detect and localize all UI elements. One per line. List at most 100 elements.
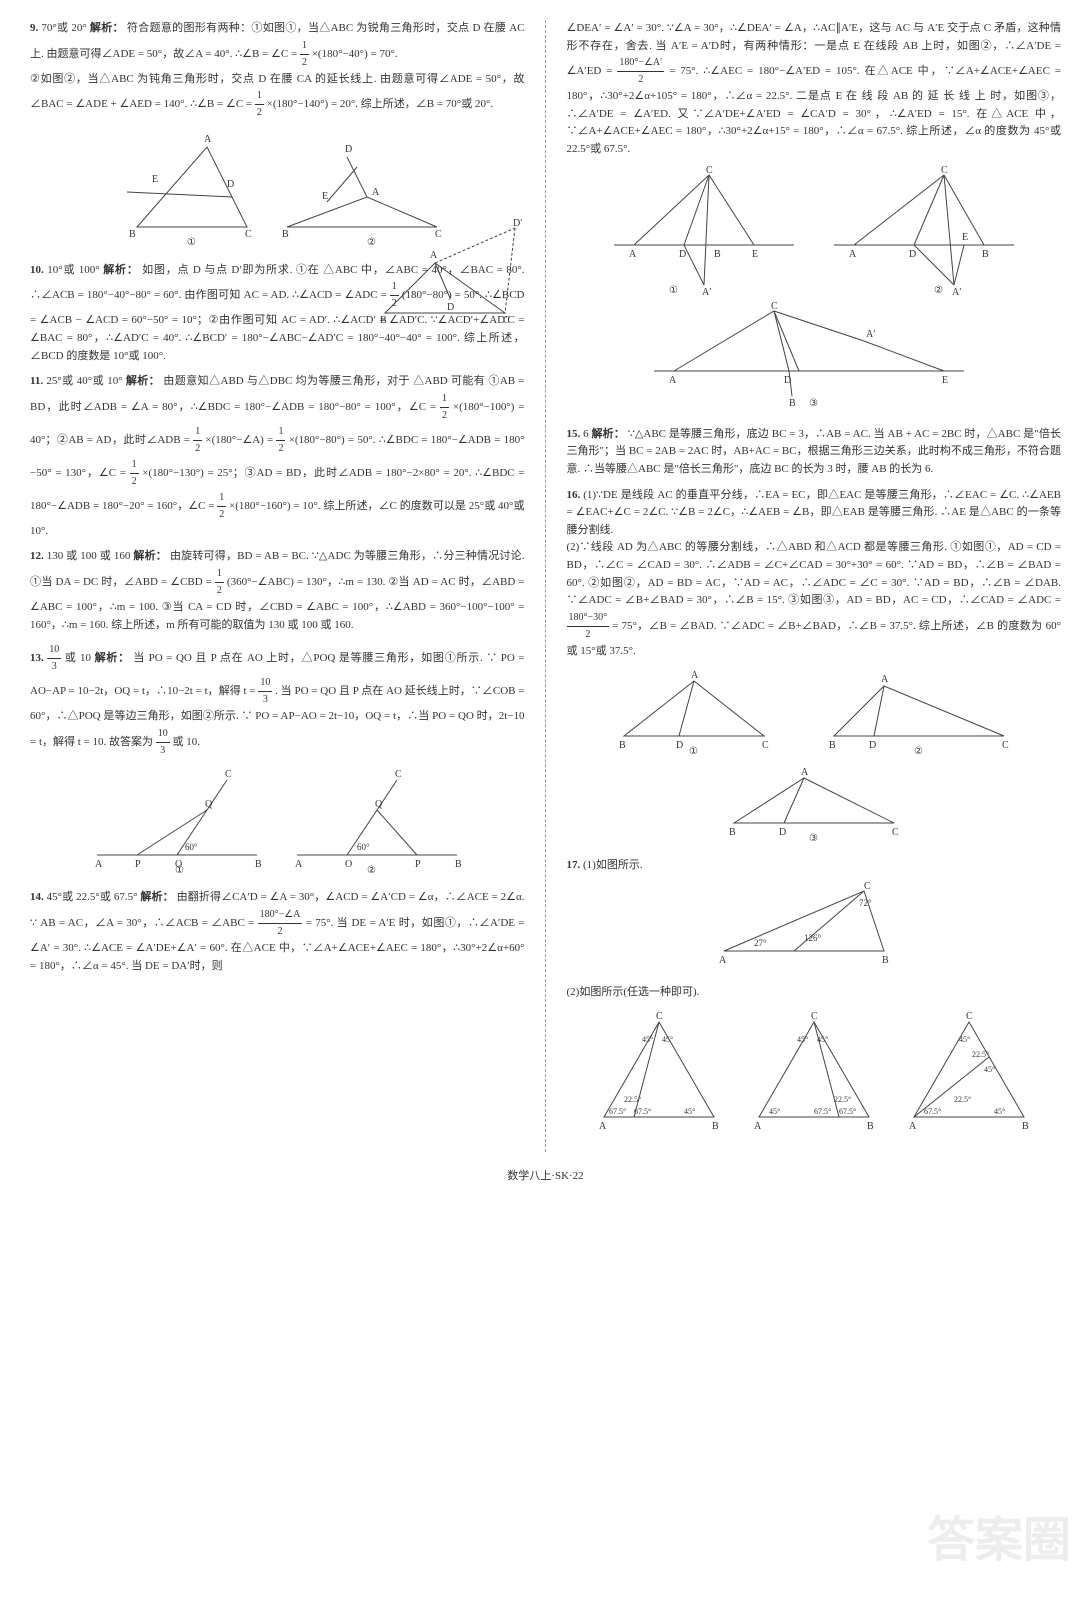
svg-text:A: A	[372, 187, 380, 198]
svg-text:22.5°: 22.5°	[972, 1050, 989, 1059]
svg-text:C: C	[435, 229, 442, 240]
svg-text:E: E	[152, 174, 158, 185]
problem-number: 17.	[567, 859, 581, 871]
svg-text:60°: 60°	[185, 842, 198, 852]
svg-text:A: A	[204, 134, 212, 145]
answer: 25°或 40°或 10°	[46, 375, 125, 387]
svg-text:O: O	[345, 859, 352, 870]
problem-number: 16.	[567, 489, 581, 501]
svg-text:C: C	[245, 229, 252, 240]
svg-text:45°: 45°	[769, 1107, 780, 1116]
figure-16: A B D C ① A B D C ②	[567, 666, 1062, 849]
answer: 70°或 20°	[41, 22, 90, 34]
triangle-diagram-16-1-2: A B D C ① A B D C ②	[604, 666, 1024, 756]
svg-text:②: ②	[367, 237, 376, 247]
problem-number: 9.	[30, 22, 38, 34]
svg-text:A: A	[801, 767, 809, 778]
svg-text:B: B	[255, 859, 262, 870]
problem-11: 11. 25°或 40°或 10° 解析： 由题意知△ABD 与△DBC 均为等…	[30, 373, 525, 540]
triangle-diagram-1: A B C E D ① B C A D E	[97, 127, 457, 247]
svg-text:22.5°: 22.5°	[954, 1095, 971, 1104]
column-divider	[545, 20, 547, 1152]
svg-text:B: B	[712, 1121, 719, 1132]
fraction: 12	[440, 391, 449, 424]
text: (1)如图所示.	[583, 859, 643, 871]
svg-text:A: A	[909, 1121, 917, 1132]
problem-number: 14.	[30, 891, 44, 903]
triangle-diagram-17-2: A B C 45° 45° 67.5° 67.5° 22.5° 45° A	[584, 1007, 1044, 1137]
problem-10: 10. 10°或 100° 解析： 如图，点 D 与点 D′即为所求. ①在 △…	[30, 262, 525, 365]
svg-text:C: C	[811, 1011, 818, 1022]
svg-text:22.5°: 22.5°	[624, 1095, 641, 1104]
svg-text:D: D	[227, 179, 234, 190]
problem-14: 14. 45°或 22.5°或 67.5° 解析： 由翻折得∠CA′D = ∠A…	[30, 889, 525, 975]
svg-text:45°: 45°	[684, 1107, 695, 1116]
figure-17-1: A B C 27° 126° 72°	[567, 881, 1062, 978]
svg-text:A: A	[669, 375, 677, 386]
answer: 或 10	[65, 652, 95, 664]
triangle-diagram-14-1-2: A C D B E A′ ① A	[604, 165, 1024, 295]
problem-number: 11.	[30, 375, 43, 387]
svg-text:A: A	[881, 674, 889, 685]
fraction: 180°−∠A′2	[617, 55, 664, 88]
svg-text:D: D	[676, 740, 683, 751]
answer: 130 或 100 或 160	[47, 550, 134, 562]
fraction: 12	[217, 490, 226, 523]
svg-text:126°: 126°	[804, 933, 822, 943]
problem-12: 12. 130 或 100 或 160 解析： 由旋转可得，BD = AB = …	[30, 548, 525, 634]
text: (2)∵线段 AD 为△ABC 的等腰分割线，∴△ABD 和△ACD 都是等腰三…	[567, 541, 1062, 606]
svg-text:C: C	[966, 1011, 973, 1022]
svg-text:E: E	[962, 232, 968, 243]
text: ∵△ABC 是等腰三角形，底边 BC = 3，∴AB = AC. 当 AB + …	[567, 428, 1062, 475]
svg-text:45°: 45°	[959, 1035, 970, 1044]
answer: 10°或 100°	[47, 264, 103, 276]
page-footer: 数学八上·SK·22	[30, 1168, 1061, 1186]
problem-14-cont: ∠DEA′ = ∠A′ = 30°. ∵∠A = 30°，∴∠DEA′ = ∠A…	[567, 20, 1062, 418]
analysis-label: 解析：	[140, 891, 173, 903]
svg-text:67.5°: 67.5°	[634, 1107, 651, 1116]
problem-number: 13.	[30, 652, 47, 664]
fraction: 103	[47, 642, 61, 675]
problem-13: 13. 103 或 10 解析： 当 PO = QO 且 P 点在 AO 上时，…	[30, 642, 525, 881]
svg-text:B: B	[714, 249, 721, 260]
text: ×(180°−140°) = 20°. 综上所述，∠B = 70°或 20°.	[267, 98, 493, 110]
svg-text:A: A	[629, 249, 637, 260]
svg-text:B: B	[282, 229, 289, 240]
fraction: 103	[258, 675, 272, 708]
problem-16: 16. (1)∵DE 是线段 AC 的垂直平分线，∴EA = EC，即△EAC …	[567, 487, 1062, 850]
svg-text:B: B	[455, 859, 462, 870]
svg-text:B: B	[882, 955, 889, 966]
svg-text:C: C	[395, 769, 402, 780]
figure-9: A B C E D ① B C A D E	[30, 127, 525, 254]
svg-text:②: ②	[367, 865, 376, 875]
analysis-label: 解析：	[103, 264, 138, 276]
svg-text:C: C	[706, 165, 713, 176]
svg-text:①: ①	[669, 285, 678, 295]
fraction: 12	[215, 566, 224, 599]
svg-text:B: B	[982, 249, 989, 260]
answer: 45°或 22.5°或 67.5°	[47, 891, 141, 903]
page-container: 9. 70°或 20° 解析： 符合题意的图形有两种：①如图①，当△ABC 为锐…	[30, 20, 1061, 1152]
text: 或 10.	[173, 736, 201, 748]
triangle-diagram-16-3: A B D C ③	[714, 763, 914, 843]
analysis-label: 解析：	[90, 22, 124, 34]
svg-text:A: A	[754, 1121, 762, 1132]
svg-text:A: A	[295, 859, 303, 870]
svg-text:B: B	[867, 1121, 874, 1132]
svg-text:E: E	[942, 375, 948, 386]
svg-text:67.5°: 67.5°	[924, 1107, 941, 1116]
analysis-label: 解析：	[133, 550, 167, 562]
svg-text:B: B	[829, 740, 836, 751]
svg-text:C: C	[941, 165, 948, 176]
svg-text:45°: 45°	[994, 1107, 1005, 1116]
svg-text:27°: 27°	[754, 938, 767, 948]
text: ×(180°−40°) = 70°.	[312, 48, 398, 60]
text: ×(180°−∠A) =	[205, 434, 276, 446]
left-column: 9. 70°或 20° 解析： 符合题意的图形有两种：①如图①，当△ABC 为锐…	[30, 20, 525, 1152]
figure-17-2: A B C 45° 45° 67.5° 67.5° 22.5° 45° A	[567, 1007, 1062, 1144]
svg-text:A′: A′	[702, 287, 711, 295]
svg-text:B: B	[129, 229, 136, 240]
svg-text:D: D	[779, 827, 786, 838]
svg-text:D: D	[784, 375, 791, 386]
svg-text:72°: 72°	[859, 898, 872, 908]
